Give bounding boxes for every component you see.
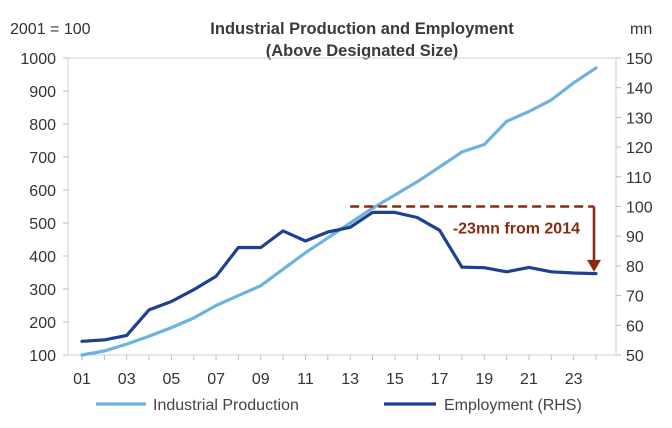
legend-label-industrial-production: Industrial Production — [153, 397, 299, 414]
left-tick-label: 400 — [29, 249, 56, 266]
right-tick-label: 90 — [626, 229, 644, 246]
right-tick-label: 150 — [626, 51, 653, 68]
left-tick-label: 200 — [29, 315, 56, 332]
left-axis: 100 200 300 400 500 600 700 800 900 1000 — [20, 51, 68, 365]
x-tick-label: 23 — [565, 371, 583, 388]
right-axis: 50 60 70 80 90 100 110 120 130 140 150 — [616, 51, 653, 365]
right-unit-label: mn — [630, 21, 652, 38]
right-tick-label: 100 — [626, 200, 653, 217]
left-tick-label: 1000 — [20, 51, 56, 68]
x-tick-label: 07 — [207, 371, 225, 388]
chart-title: Industrial Production and Employment — [210, 20, 514, 38]
left-tick-label: 800 — [29, 117, 56, 134]
left-tick-label: 300 — [29, 282, 56, 299]
annotation-arrowhead — [587, 259, 601, 272]
legend: Industrial Production Employment (RHS) — [96, 397, 582, 414]
right-tick-label: 60 — [626, 318, 644, 335]
left-unit-label: 2001 = 100 — [10, 21, 91, 38]
x-tick-label: 03 — [118, 371, 136, 388]
x-axis: 01 03 05 07 09 11 13 15 17 19 21 23 — [73, 355, 597, 388]
right-tick-label: 80 — [626, 259, 644, 276]
right-tick-label: 50 — [626, 348, 644, 365]
left-tick-label: 900 — [29, 84, 56, 101]
x-tick-label: 17 — [431, 371, 449, 388]
right-tick-label: 140 — [626, 81, 653, 98]
left-tick-label: 600 — [29, 183, 56, 200]
x-tick-label: 09 — [252, 371, 270, 388]
x-tick-label: 15 — [386, 371, 404, 388]
left-tick-label: 100 — [29, 348, 56, 365]
industrial-production-line — [80, 66, 598, 357]
annotation-label: -23mn from 2014 — [453, 221, 580, 238]
left-tick-label: 700 — [29, 150, 56, 167]
x-tick-label: 01 — [73, 371, 91, 388]
x-tick-label: 19 — [475, 371, 493, 388]
right-tick-label: 120 — [626, 140, 653, 157]
left-tick-label: 500 — [29, 216, 56, 233]
x-tick-label: 21 — [520, 371, 538, 388]
legend-label-employment: Employment (RHS) — [444, 397, 582, 414]
x-tick-label: 05 — [162, 371, 180, 388]
right-tick-label: 110 — [626, 170, 652, 187]
x-tick-label: 13 — [341, 371, 359, 388]
chart-subtitle: (Above Designated Size) — [266, 42, 459, 60]
right-tick-label: 130 — [626, 110, 653, 127]
right-tick-label: 70 — [626, 289, 644, 306]
employment-line — [80, 210, 598, 343]
x-tick-label: 11 — [297, 371, 314, 388]
